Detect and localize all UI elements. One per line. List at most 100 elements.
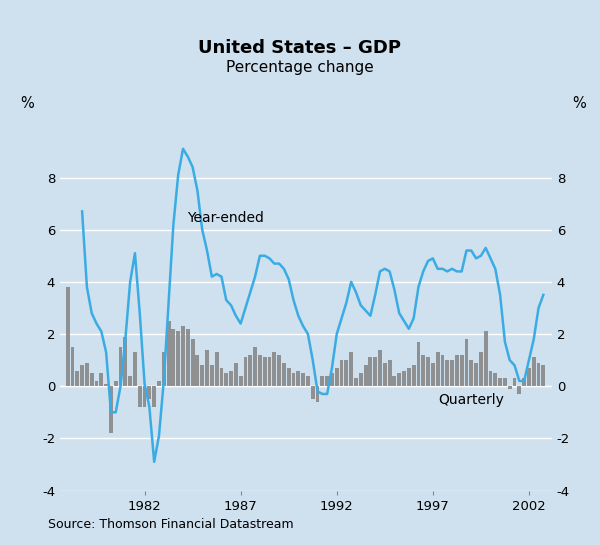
Bar [215, 352, 218, 386]
Bar [541, 365, 545, 386]
Bar [301, 373, 305, 386]
Bar [239, 376, 242, 386]
Bar [469, 360, 473, 386]
Bar [508, 386, 512, 389]
Bar [455, 355, 459, 386]
Text: %: % [572, 96, 586, 111]
Bar [512, 378, 517, 386]
Bar [124, 337, 127, 386]
Bar [407, 368, 411, 386]
Bar [445, 360, 449, 386]
Bar [517, 386, 521, 394]
Bar [383, 363, 387, 386]
Bar [296, 371, 300, 386]
Text: Source: Thomson Financial Datastream: Source: Thomson Financial Datastream [48, 518, 293, 531]
Text: United States – GDP: United States – GDP [199, 39, 401, 57]
Bar [373, 358, 377, 386]
Bar [311, 386, 314, 399]
Bar [272, 352, 276, 386]
Bar [220, 368, 223, 386]
Bar [397, 373, 401, 386]
Bar [416, 342, 421, 386]
Bar [76, 371, 79, 386]
Bar [268, 358, 271, 386]
Bar [244, 358, 247, 386]
Bar [176, 331, 180, 386]
Bar [143, 386, 146, 407]
Bar [162, 352, 166, 386]
Bar [349, 352, 353, 386]
Bar [133, 352, 137, 386]
Bar [354, 378, 358, 386]
Bar [340, 360, 343, 386]
Bar [85, 363, 89, 386]
Bar [325, 376, 329, 386]
Bar [205, 350, 209, 386]
Bar [71, 347, 74, 386]
Bar [330, 373, 334, 386]
Bar [152, 386, 156, 407]
Bar [119, 347, 122, 386]
Bar [287, 368, 290, 386]
Bar [316, 386, 319, 402]
Bar [421, 355, 425, 386]
Text: Percentage change: Percentage change [226, 60, 374, 75]
Bar [431, 363, 435, 386]
Bar [263, 358, 266, 386]
Text: Year-ended: Year-ended [187, 211, 264, 225]
Bar [460, 355, 464, 386]
Bar [498, 378, 502, 386]
Bar [200, 365, 204, 386]
Bar [527, 368, 531, 386]
Bar [450, 360, 454, 386]
Bar [172, 329, 175, 386]
Bar [80, 365, 84, 386]
Bar [248, 355, 252, 386]
Bar [95, 381, 98, 386]
Bar [148, 386, 151, 399]
Bar [464, 339, 469, 386]
Bar [90, 373, 94, 386]
Bar [364, 365, 368, 386]
Bar [484, 331, 488, 386]
Text: %: % [20, 96, 34, 111]
Bar [412, 365, 416, 386]
Bar [157, 381, 161, 386]
Bar [536, 363, 541, 386]
Bar [436, 352, 440, 386]
Bar [167, 321, 170, 386]
Bar [186, 329, 190, 386]
Bar [100, 373, 103, 386]
Bar [277, 355, 281, 386]
Bar [392, 376, 397, 386]
Bar [138, 386, 142, 407]
Bar [191, 339, 194, 386]
Bar [104, 384, 108, 386]
Bar [128, 376, 132, 386]
Bar [388, 360, 392, 386]
Bar [229, 371, 233, 386]
Bar [66, 287, 70, 386]
Bar [488, 371, 493, 386]
Bar [282, 363, 286, 386]
Bar [181, 326, 185, 386]
Bar [320, 376, 324, 386]
Bar [493, 373, 497, 386]
Bar [474, 363, 478, 386]
Bar [224, 373, 228, 386]
Bar [114, 381, 118, 386]
Bar [402, 371, 406, 386]
Text: Quarterly: Quarterly [439, 393, 505, 408]
Bar [292, 373, 295, 386]
Bar [335, 368, 338, 386]
Bar [253, 347, 257, 386]
Bar [344, 360, 348, 386]
Bar [234, 363, 238, 386]
Bar [440, 355, 445, 386]
Bar [479, 352, 483, 386]
Bar [306, 376, 310, 386]
Bar [503, 378, 507, 386]
Bar [426, 358, 430, 386]
Bar [359, 373, 362, 386]
Bar [196, 355, 199, 386]
